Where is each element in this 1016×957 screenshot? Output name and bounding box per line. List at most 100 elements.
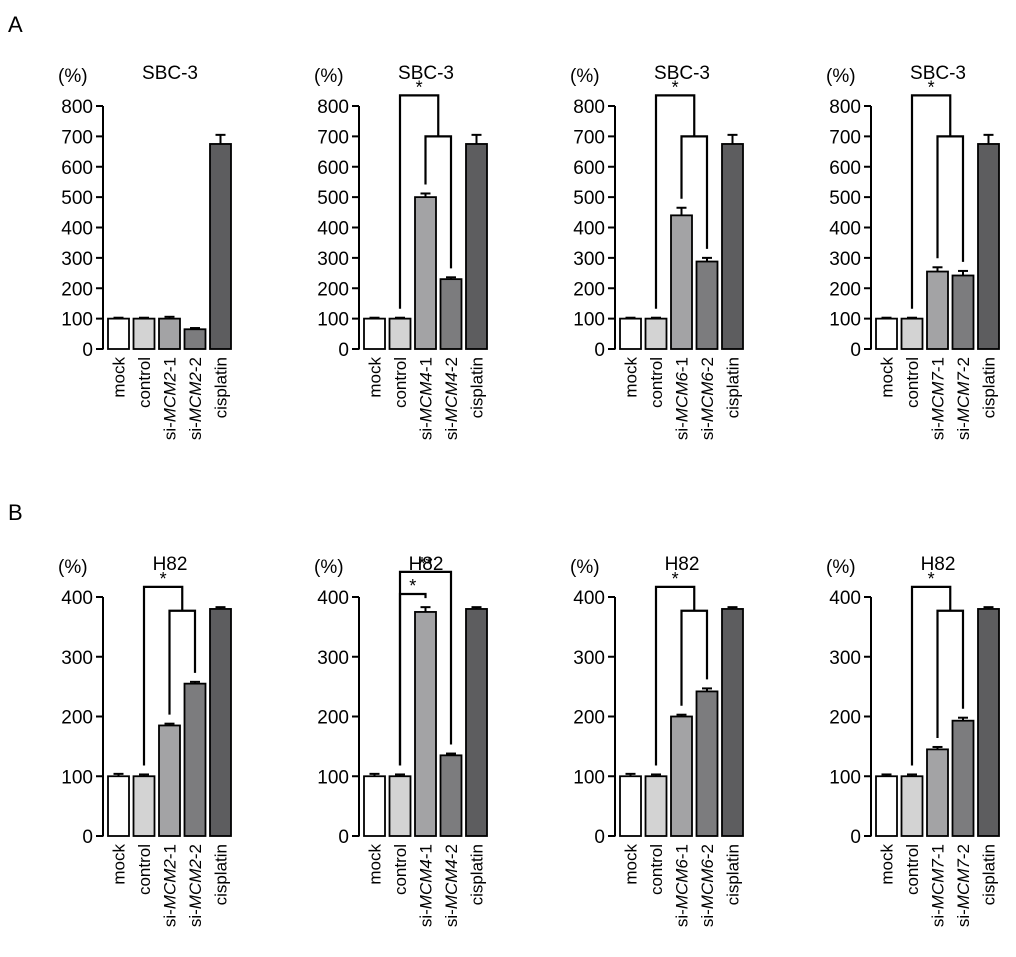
y-tick-label: 600 — [829, 158, 861, 179]
category-prefix: si- — [417, 909, 436, 927]
bar — [388, 775, 412, 837]
category-label: mock — [622, 844, 641, 885]
category-suffix: -1 — [673, 357, 692, 372]
category-prefix: si- — [442, 909, 461, 927]
y-axis-unit: (%) — [58, 557, 88, 578]
category-label: cisplatin — [212, 844, 231, 905]
bar — [209, 608, 232, 837]
chart-2: SBC-3 (%) 0 100 200 300 400 500 600 700 800 mock con… — [314, 63, 488, 440]
bar — [644, 775, 668, 837]
y-tick-label: 400 — [829, 219, 861, 240]
y-tick-label: 100 — [573, 767, 605, 788]
category-suffix: mock — [622, 844, 641, 885]
category-label: mock — [110, 844, 129, 885]
bar — [900, 317, 924, 350]
category-suffix: mock — [366, 844, 385, 885]
significance-star: * — [160, 569, 167, 589]
category-gene: MCM2 — [186, 859, 205, 910]
category-label: mock — [110, 357, 129, 398]
category-label: mock — [878, 844, 897, 885]
category-suffix: cisplatin — [980, 844, 999, 905]
category-label: control — [647, 844, 666, 895]
y-tick-label: 200 — [61, 708, 93, 729]
chart-title: H82 — [153, 554, 188, 575]
y-axis-unit: (%) — [570, 557, 600, 578]
category-label: cisplatin — [724, 844, 743, 905]
y-tick-label: 300 — [61, 249, 93, 270]
category-label: cisplatin — [468, 357, 487, 418]
panel-a-letter: A — [8, 12, 23, 37]
y-tick-label: 200 — [317, 279, 349, 300]
category-suffix: -1 — [417, 357, 436, 372]
category-label: cisplatin — [468, 844, 487, 905]
bar — [695, 690, 719, 837]
y-tick-label: 800 — [317, 97, 349, 118]
y-tick-label: 800 — [829, 97, 861, 118]
category-label: si-MCM4-2 — [442, 357, 461, 440]
y-tick-label: 300 — [317, 249, 349, 270]
y-tick-label: 200 — [573, 708, 605, 729]
significance-bracket — [910, 94, 952, 309]
category-suffix: control — [903, 357, 922, 408]
bar — [439, 754, 463, 837]
category-label: cisplatin — [724, 357, 743, 418]
category-suffix: -1 — [417, 844, 436, 859]
significance-bracket-inner — [424, 135, 453, 269]
category-suffix: cisplatin — [724, 357, 743, 418]
category-suffix: mock — [110, 844, 129, 885]
bar — [465, 143, 488, 350]
category-suffix: -2 — [698, 844, 717, 859]
y-tick-label: 800 — [61, 97, 93, 118]
bar — [388, 317, 412, 350]
category-label: si-MCM4-1 — [417, 844, 436, 927]
y-tick-label: 100 — [61, 767, 93, 788]
category-label: si-MCM2-1 — [161, 844, 180, 927]
category-label: si-MCM2-1 — [161, 357, 180, 440]
bar — [363, 317, 386, 350]
category-suffix: -2 — [186, 357, 205, 372]
significance-bracket-inner — [936, 135, 965, 262]
chart-title: SBC-3 — [654, 63, 710, 84]
category-suffix: mock — [878, 844, 897, 885]
y-tick-label: 700 — [317, 127, 349, 148]
category-suffix: -1 — [161, 357, 180, 372]
bar — [183, 682, 207, 837]
category-gene: MCM6 — [698, 859, 717, 910]
significance-bracket-inner — [680, 609, 709, 706]
y-tick-label: 0 — [338, 340, 349, 361]
category-suffix: -2 — [442, 357, 461, 372]
y-tick-label: 300 — [317, 648, 349, 669]
category-gene: MCM7 — [929, 372, 948, 423]
significance-bracket-inner — [680, 135, 709, 249]
category-suffix: cisplatin — [212, 844, 231, 905]
significance-star: * — [409, 576, 416, 596]
category-gene: MCM2 — [161, 372, 180, 423]
chart-title: SBC-3 — [142, 63, 198, 84]
bar — [414, 611, 437, 837]
bar — [619, 317, 642, 350]
panel-b-letter: B — [8, 500, 23, 525]
category-gene: MCM2 — [161, 859, 180, 910]
significance-star: * — [672, 77, 679, 97]
bar — [209, 143, 232, 350]
category-label: cisplatin — [212, 357, 231, 418]
y-tick-label: 700 — [829, 127, 861, 148]
bar — [363, 775, 386, 837]
bar — [695, 260, 719, 350]
y-axis-unit: (%) — [570, 66, 600, 87]
category-label: control — [135, 844, 154, 895]
y-tick-label: 200 — [829, 279, 861, 300]
category-suffix: control — [903, 844, 922, 895]
y-tick-label: 600 — [573, 158, 605, 179]
bar — [465, 608, 488, 837]
category-prefix: si- — [417, 422, 436, 440]
y-tick-label: 500 — [829, 188, 861, 209]
significance-star: ** — [418, 554, 432, 574]
significance-bracket — [654, 585, 696, 766]
y-tick-label: 100 — [317, 767, 349, 788]
bar — [926, 270, 949, 350]
y-tick-label: 300 — [61, 648, 93, 669]
